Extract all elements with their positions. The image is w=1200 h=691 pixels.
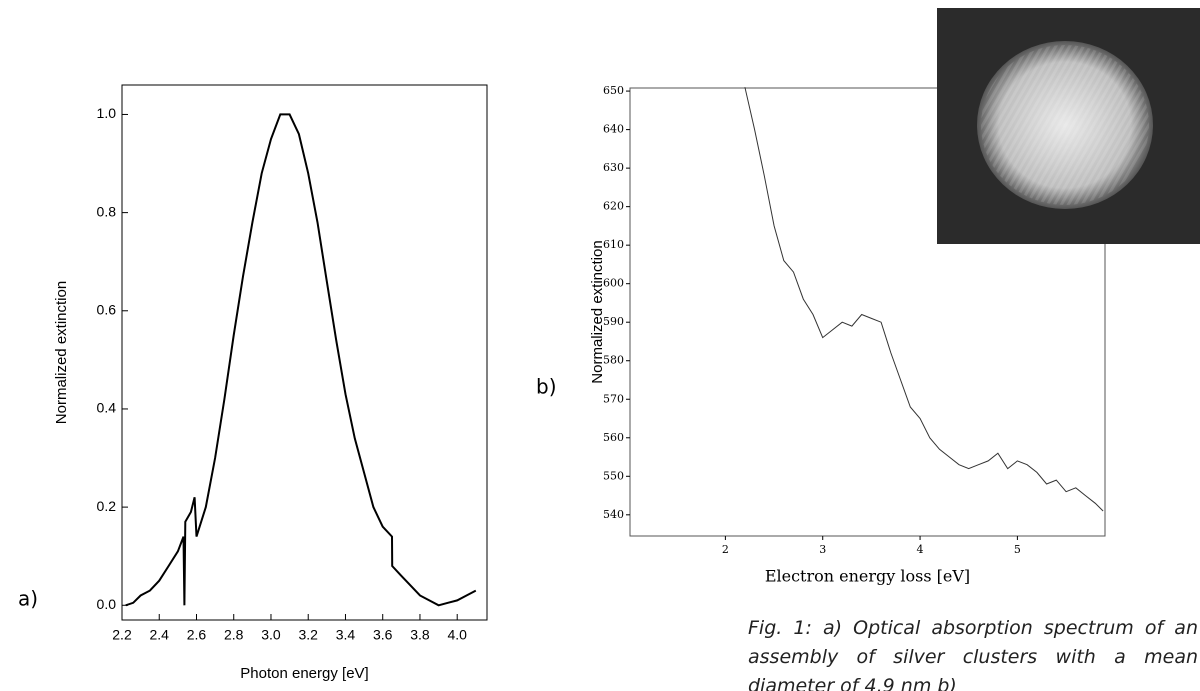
y-tick-label: 590 (603, 315, 624, 328)
y-tick-label: 570 (603, 392, 624, 405)
caption: Fig. 1: a) Optical absorption spectrum o… (748, 617, 1198, 691)
x-tick-label: 3.2 (298, 627, 318, 643)
x-tick-label: 4 (917, 543, 924, 556)
x-tick-label: 5 (1014, 543, 1021, 556)
x-axis-label: Electron energy loss [eV] (765, 567, 970, 586)
y-tick-label: 0.6 (97, 301, 117, 317)
data-line (125, 113, 477, 607)
y-tick-label: 0.2 (97, 498, 117, 514)
y-axis-label: Normalized extinction (589, 240, 606, 383)
y-tick-label: 620 (603, 200, 624, 213)
plot-frame (629, 87, 1106, 537)
x-tick-label: 2.2 (112, 627, 132, 643)
y-tick-label: 0.8 (97, 203, 117, 219)
y-tick-label: 0.0 (97, 596, 117, 612)
y-tick-label: 650 (603, 84, 624, 97)
x-tick-label: 2.6 (187, 627, 207, 643)
y-tick-label: 600 (603, 277, 624, 290)
y-tick-label: 0.4 (97, 400, 117, 416)
tem-image (937, 8, 1200, 244)
x-tick-label: 3.8 (410, 627, 430, 643)
y-axis-label: Normalized extinction (53, 281, 70, 424)
data-line (744, 87, 1104, 512)
y-tick-label: 540 (603, 508, 624, 521)
x-tick-label: 2 (722, 543, 729, 556)
y-tick-label: 630 (603, 161, 624, 174)
x-tick-label: 3.0 (261, 627, 281, 643)
x-tick-label: 3.6 (373, 627, 393, 643)
panel-label: a) (18, 587, 38, 611)
y-tick-label: 560 (603, 431, 624, 444)
x-tick-label: 3.4 (336, 627, 356, 643)
x-axis-label: Photon energy [eV] (240, 665, 368, 682)
y-tick-label: 1.0 (97, 105, 117, 121)
y-tick-label: 640 (603, 123, 624, 136)
x-tick-label: 2.4 (150, 627, 170, 643)
panel-label: b) (536, 375, 557, 399)
x-tick-label: 3 (819, 543, 826, 556)
x-tick-label: 2.8 (224, 627, 244, 643)
y-tick-label: 550 (603, 469, 624, 482)
plot-frame (121, 84, 488, 621)
y-tick-label: 610 (603, 238, 624, 251)
y-tick-label: 580 (603, 354, 624, 367)
x-tick-label: 4.0 (447, 627, 467, 643)
